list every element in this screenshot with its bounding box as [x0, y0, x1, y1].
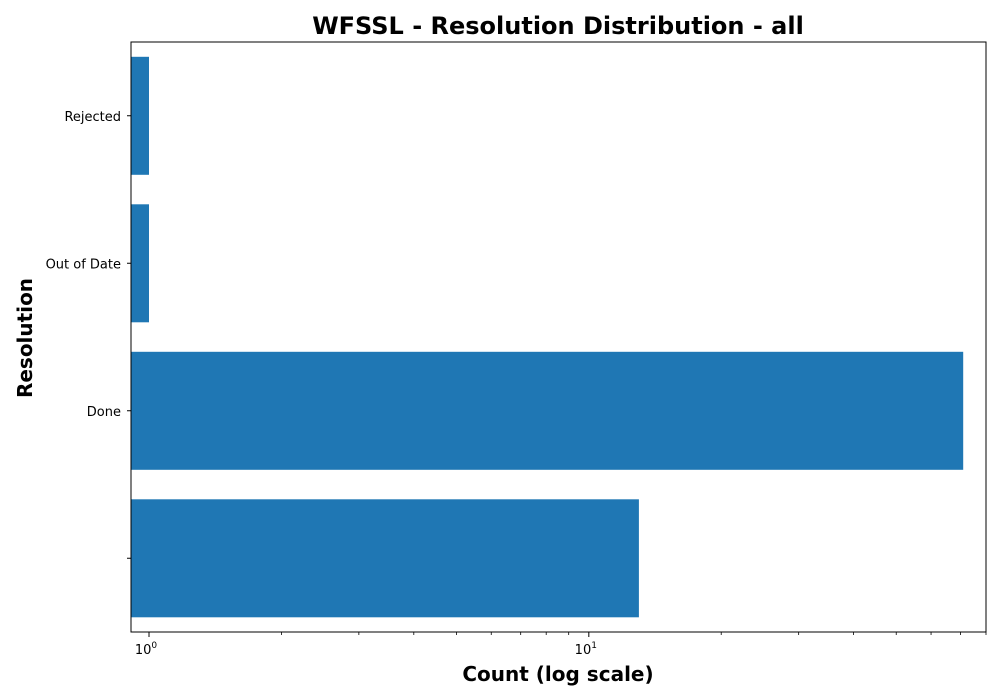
x-tick-label-0: 100 — [135, 641, 158, 658]
x-axis-label: Count (log scale) — [462, 662, 653, 686]
y-tick-label-3: Rejected — [64, 110, 121, 125]
y-axis-label: Resolution — [13, 278, 37, 398]
bar-0 — [131, 499, 639, 618]
ticks-group: Done Out of Date Rejected 100 101 — [46, 110, 987, 658]
bar-2 — [131, 204, 149, 323]
chart-title: WFSSL - Resolution Distribution - all — [312, 12, 804, 40]
y-tick-label-1: Done — [87, 405, 121, 420]
bar-1 — [131, 351, 964, 470]
bar-3 — [131, 56, 149, 175]
y-tick-label-2: Out of Date — [46, 257, 121, 272]
plot-frame — [130, 41, 987, 633]
x-tick-label-1: 101 — [575, 641, 597, 658]
bars-group — [131, 56, 964, 618]
